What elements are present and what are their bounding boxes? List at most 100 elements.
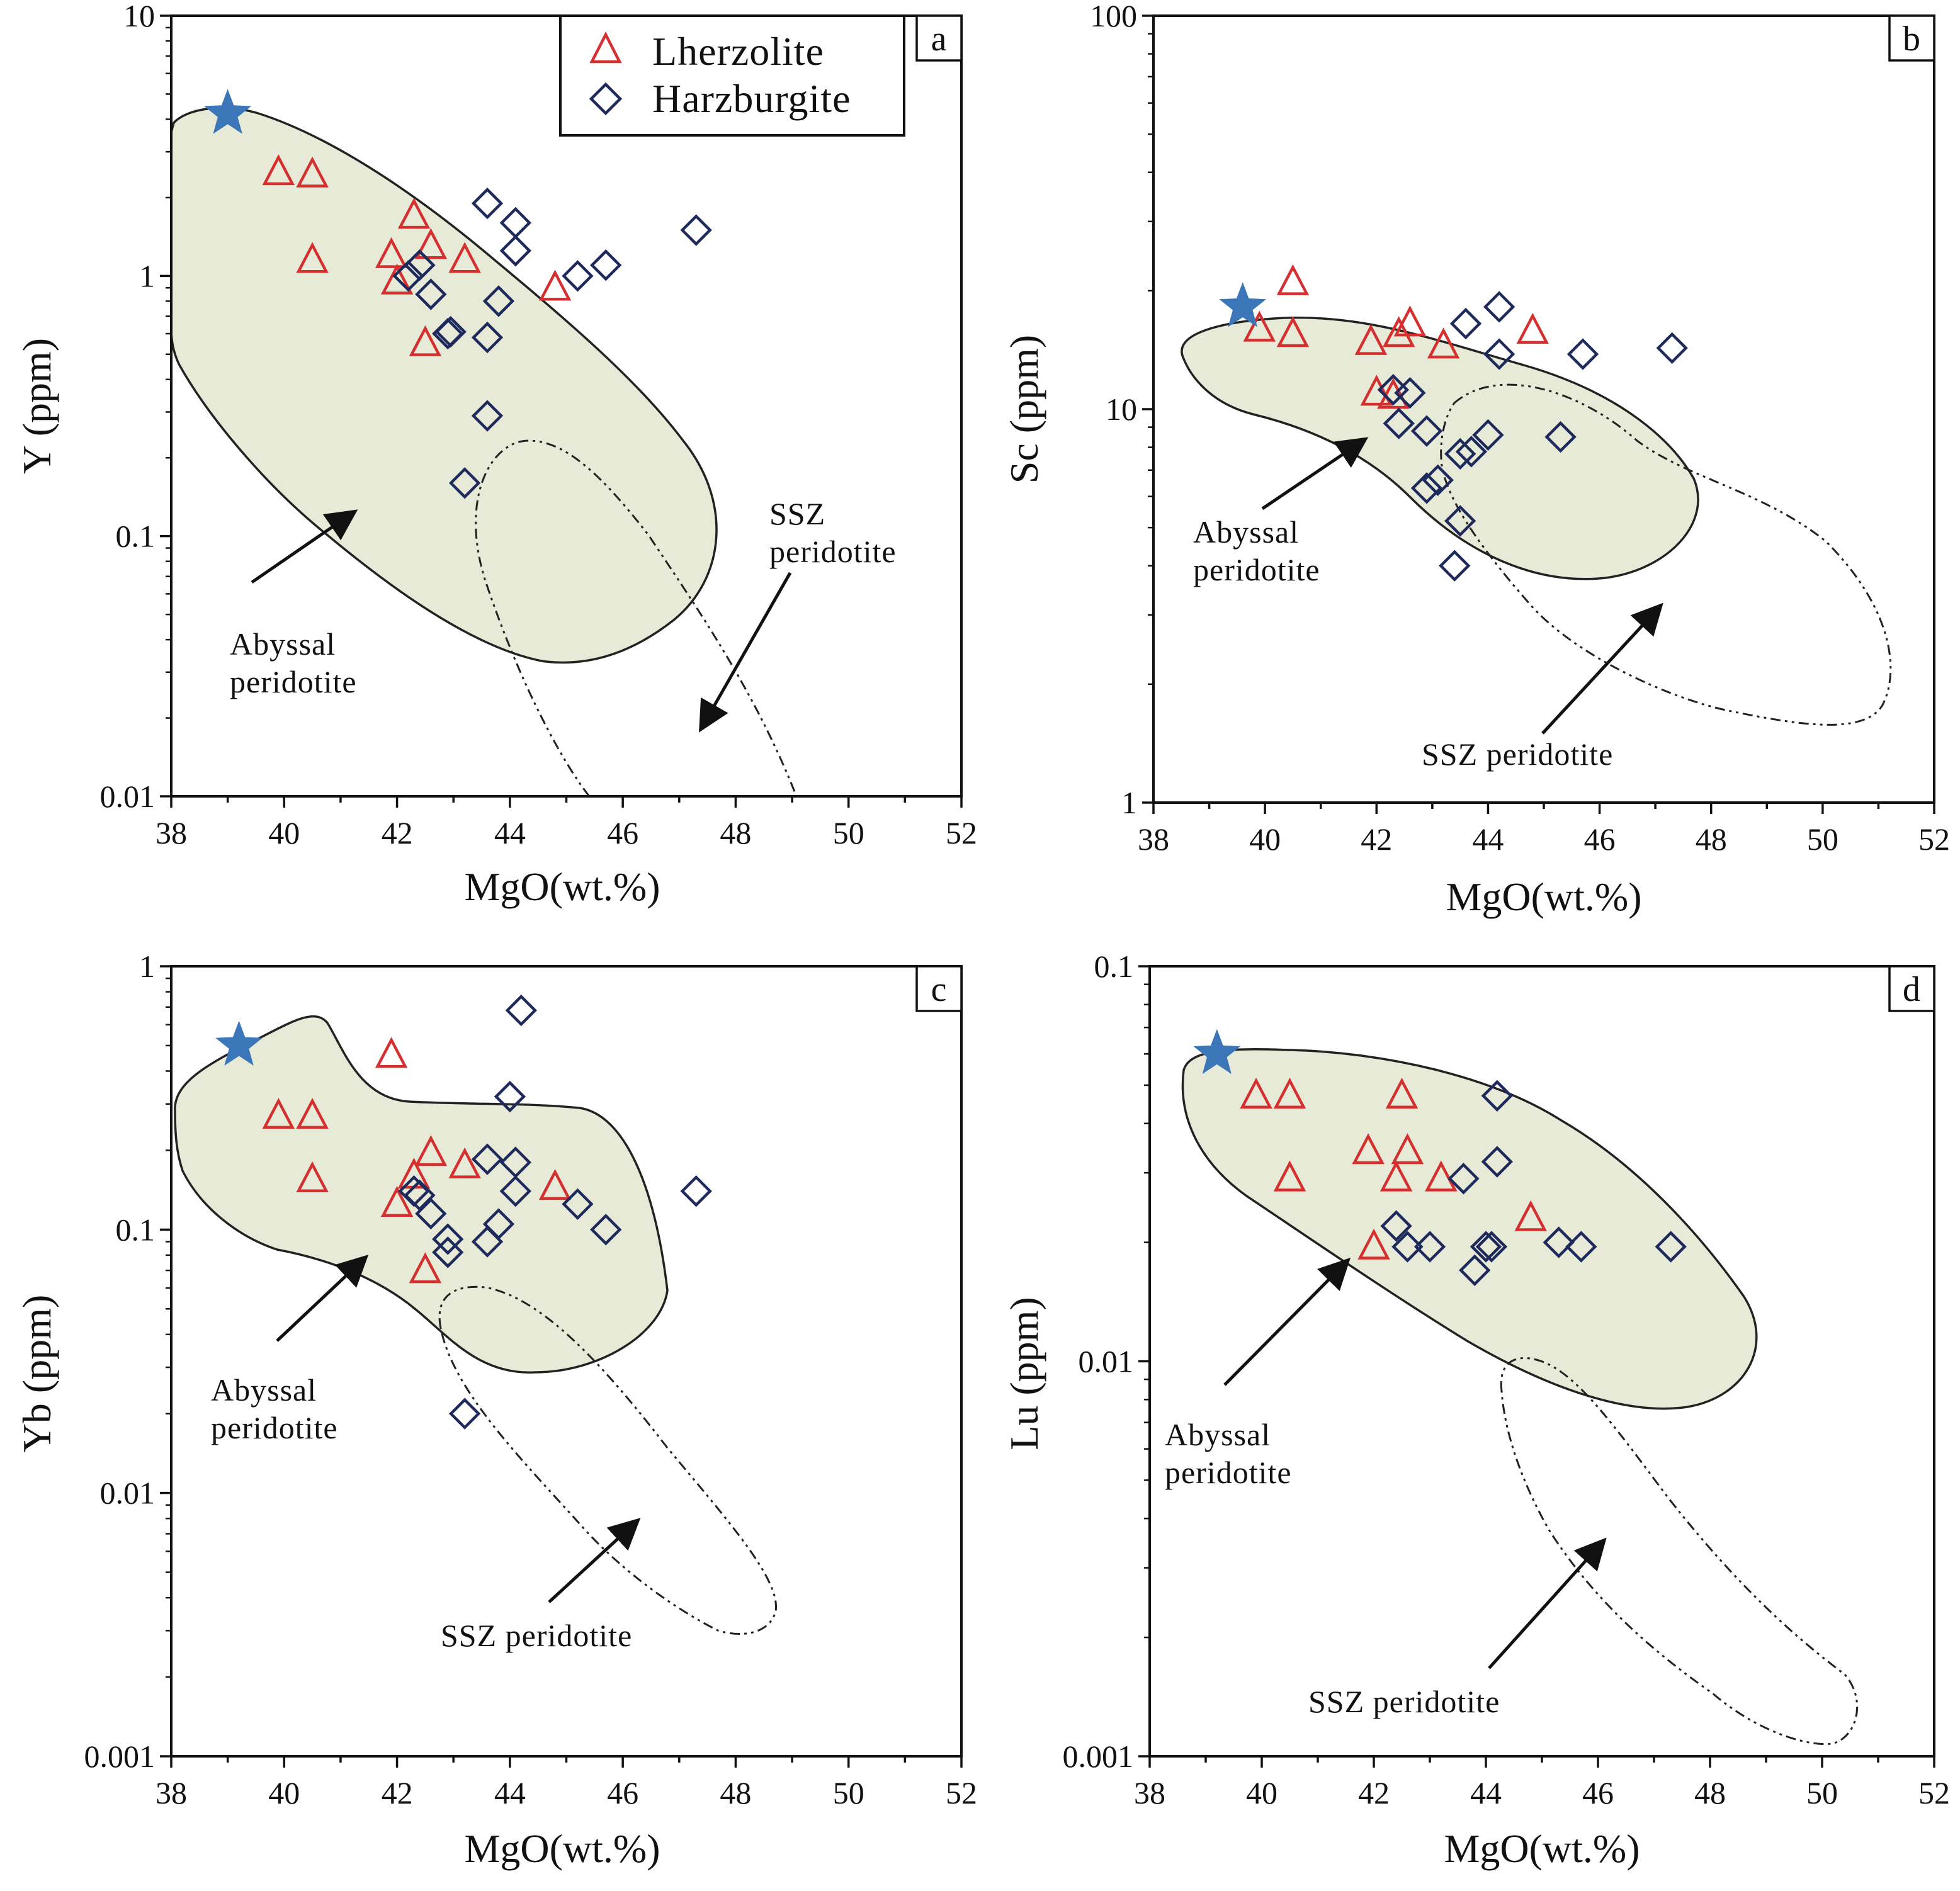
panel-b: 38 40 42 44 46 48 50 52 1 10 100 MgO(wt.%) Sc (ppm… — [1002, 0, 1950, 919]
lherzolite-point — [448, 242, 481, 273]
harzburgite-point — [471, 1143, 504, 1175]
points-b — [1219, 264, 1688, 582]
lherzolite-point — [1354, 324, 1388, 355]
harzburgite-point — [1459, 1254, 1491, 1287]
lherzolite-point — [409, 1252, 442, 1284]
harzburgite-point — [680, 214, 712, 246]
legend: Lherzolite Harzburgite — [559, 14, 905, 137]
harzburgite-point — [1483, 291, 1515, 323]
harzburgite-point — [1410, 472, 1443, 504]
lherzolite-point — [1377, 378, 1410, 409]
panel-letter-box-d — [1888, 965, 1935, 1012]
panel-letter-d: d — [1903, 970, 1920, 1009]
y-tick-label: 0.01 — [1079, 1344, 1134, 1379]
x-tick-label: 52 — [946, 815, 977, 850]
tick-group-d: 38 40 42 44 46 48 50 52 0.001 0.01 0.1 — [1063, 949, 1951, 1810]
harzburgite-point — [499, 1175, 532, 1207]
x-axis-title-a: MgO(wt.%) — [464, 864, 660, 909]
x-tick-label: 38 — [1134, 1775, 1165, 1810]
harzburgite-point — [1655, 1231, 1687, 1263]
x-tick-label: 44 — [494, 1775, 526, 1810]
legend-box — [559, 14, 905, 137]
star-icon — [215, 1020, 263, 1066]
y-tick-label: 0.1 — [1094, 949, 1134, 984]
points-c — [215, 994, 712, 1430]
lherzolite-point — [375, 1037, 408, 1068]
harzburgite-point — [1475, 1231, 1508, 1263]
lherzolite-point — [380, 1185, 414, 1217]
ssz-field-b — [1440, 383, 1892, 726]
lherzolite-point — [1391, 1133, 1424, 1165]
lherzolite-point — [1240, 1077, 1272, 1109]
harzburgite-point — [432, 1236, 464, 1268]
arrow-abyssal-c — [276, 1255, 369, 1342]
lherzolite-point — [1379, 1160, 1413, 1192]
lherzolite-point — [397, 198, 431, 229]
harzburgite-point — [482, 285, 515, 317]
x-tick-label: 48 — [1694, 1775, 1726, 1810]
x-tick-label: 40 — [268, 815, 300, 850]
lherzolite-point — [262, 154, 295, 186]
annotation-ssz-d: SSZ peridotite — [1308, 1684, 1500, 1719]
y-axis-title-c: Yb (ppm) — [14, 1295, 59, 1453]
arrow-ssz-d — [1488, 1537, 1607, 1669]
points-a — [204, 89, 712, 499]
abyssal-field-c — [174, 1015, 669, 1374]
legend-label-lherzolite: Lherzolite — [652, 29, 824, 74]
harzburgite-point — [562, 260, 594, 292]
lherzolite-point — [375, 237, 408, 268]
harzburgite-point — [1380, 1210, 1412, 1242]
lherzolite-point — [1243, 310, 1276, 342]
lherzolite-point — [1427, 327, 1460, 359]
y-tick-label: 0.01 — [100, 779, 156, 814]
harzburgite-point — [1565, 1231, 1597, 1263]
y-axis-title-b: Sc (ppm) — [1002, 335, 1046, 483]
x-tick-label: 46 — [607, 1775, 638, 1810]
abyssal-field-b — [1181, 316, 1699, 580]
star-icon — [1193, 1029, 1241, 1075]
panel-d: 38 40 42 44 46 48 50 52 0.001 0.01 0.1 MgO(wt.%) L… — [1002, 949, 1950, 1871]
x-tick-label: 48 — [720, 1775, 751, 1810]
x-tick-label: 52 — [1918, 1775, 1950, 1810]
y-axis-title-d: Lu (ppm) — [1002, 1297, 1046, 1450]
x-tick-label: 48 — [1696, 821, 1727, 857]
x-tick-label: 38 — [1138, 821, 1169, 857]
x-tick-label: 48 — [720, 815, 751, 850]
panel-letter-box-a — [915, 14, 963, 62]
lherzolite-point — [1360, 375, 1393, 406]
lherzolite-point — [1385, 1077, 1419, 1109]
annotation-abyssal-b: Abyssal peridotite — [1193, 514, 1320, 587]
harzburgite-point — [1483, 338, 1515, 370]
harzburgite-point — [1383, 407, 1415, 439]
harzburgite-point — [1566, 338, 1599, 370]
harzburgite-point — [434, 315, 467, 348]
harzburgite-point — [590, 1214, 622, 1246]
x-tick-label: 40 — [1246, 1775, 1277, 1810]
lherzolite-point — [448, 1147, 481, 1178]
harzburgite-point — [1455, 436, 1488, 468]
lherzolite-point — [296, 156, 329, 188]
x-tick-label: 50 — [833, 1775, 864, 1810]
harzburgite-point — [1439, 550, 1471, 582]
harzburgite-point — [1444, 505, 1476, 537]
lherzolite-point — [380, 263, 414, 295]
harzburgite-point — [471, 400, 504, 432]
x-tick-label: 52 — [1918, 821, 1950, 857]
points-d — [1193, 1029, 1687, 1287]
harzburgite-point — [1444, 437, 1476, 470]
ssz-field-c — [438, 1285, 778, 1635]
harzburgite-point — [448, 467, 481, 499]
lherzolite-point — [538, 269, 572, 301]
harzburgite-point — [1447, 1163, 1480, 1195]
y-tick-label: 0.001 — [1063, 1739, 1134, 1774]
lherzolite-point — [296, 1098, 329, 1129]
y-tick-label: 0.001 — [84, 1739, 156, 1774]
arrow-ssz-c — [548, 1518, 641, 1603]
harzburgite-point — [471, 1226, 504, 1258]
y-tick-label: 1 — [1121, 785, 1137, 820]
harzburgite-point — [590, 249, 622, 281]
star-icon — [1219, 282, 1267, 327]
arrow-abyssal-a — [251, 509, 358, 584]
